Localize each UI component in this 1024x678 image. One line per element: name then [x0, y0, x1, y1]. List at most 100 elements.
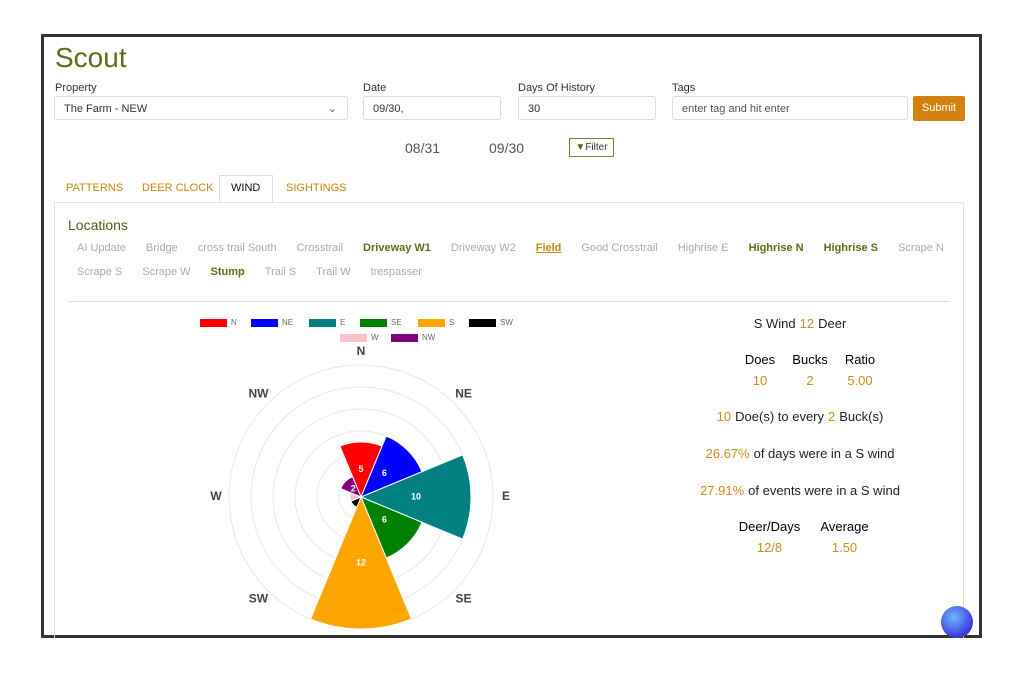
location[interactable]: Bridge: [145, 242, 178, 254]
legend-swatch: [418, 319, 445, 327]
value: 12/8: [756, 540, 783, 555]
location[interactable]: Highrise N: [748, 242, 804, 254]
days-input[interactable]: 30: [518, 96, 656, 120]
stat-summary: S Wind 12 Deer: [650, 316, 950, 331]
assistant-icon[interactable]: [941, 606, 973, 638]
wind: S Wind: [753, 316, 796, 331]
bucks: 2: [828, 409, 836, 424]
location[interactable]: Scrape W: [142, 266, 191, 278]
location[interactable]: Scrape S: [77, 266, 123, 278]
legend-label: SW: [500, 318, 513, 327]
data-label: 2: [351, 484, 356, 494]
percent: 27.91%: [700, 483, 745, 498]
frame: [41, 34, 982, 638]
direction-label: SW: [249, 592, 269, 606]
stat-deer-days: Deer/Days Average 12/8 1.50: [732, 519, 882, 555]
legend-label: NE: [282, 318, 293, 327]
direction-label: S: [357, 634, 365, 635]
location[interactable]: Driveway W1: [363, 242, 431, 254]
days-label: Days Of History: [518, 82, 596, 94]
direction-label: E: [502, 489, 510, 503]
tab[interactable]: DEER CLOCK: [142, 182, 214, 194]
legend-swatch: [391, 334, 418, 342]
header: Does: [744, 352, 776, 367]
location[interactable]: Highrise E: [677, 242, 729, 254]
data-label: 12: [356, 557, 366, 567]
tags-label: Tags: [672, 82, 696, 94]
stat-table: Does Bucks Ratio 10 2 5.00: [735, 352, 885, 388]
location[interactable]: Trail W: [316, 266, 351, 278]
header: Bucks: [792, 352, 828, 367]
stat-events: 27.91% of events were in a S wind: [650, 483, 950, 498]
location[interactable]: Stump: [210, 266, 245, 278]
direction-label: NE: [455, 387, 472, 401]
text: Buck(s): [839, 409, 884, 424]
wedge: [309, 495, 413, 630]
property-label: Property: [55, 82, 97, 94]
date-value: 09/30,: [373, 103, 404, 115]
text: of events were in a S wind: [748, 483, 900, 498]
separator: [68, 301, 950, 302]
date-input[interactable]: 09/30,: [363, 96, 501, 120]
location[interactable]: Trail S: [264, 266, 297, 278]
header: Deer/Days: [738, 519, 801, 534]
property-value: The Farm - NEW: [64, 103, 148, 115]
property-select[interactable]: The Farm - NEW ⌄: [54, 96, 348, 120]
count: 12: [799, 316, 815, 331]
location[interactable]: trespasser: [370, 266, 422, 278]
direction-label: W: [210, 489, 222, 503]
location-list: AI Update Bridge cross trail South Crosstra…: [68, 242, 967, 278]
range-end: 09/30: [489, 140, 525, 156]
data-label: 10: [411, 491, 421, 501]
text: Doe(s) to every: [735, 409, 825, 424]
filter-button[interactable]: ▼Filter: [569, 138, 614, 157]
chart: N NE E SE S SW W NW 5 6 10 6 12 2 N NE E SE S SW W NW: [200, 318, 513, 635]
location[interactable]: Field: [535, 242, 562, 254]
range-start: 08/31: [405, 140, 441, 156]
tab[interactable]: WIND: [231, 182, 261, 194]
legend-label: N: [231, 318, 237, 327]
filter-icon: ▼: [575, 142, 586, 153]
stat-ratio: 10 Doe(s) to every 2 Buck(s): [650, 409, 950, 424]
direction-label: SE: [456, 592, 472, 606]
wedge: [340, 476, 362, 498]
legend-swatch: [469, 319, 496, 327]
legend-label: NW: [422, 333, 436, 342]
legend-label: S: [449, 318, 454, 327]
legend-swatch: [200, 319, 227, 327]
location[interactable]: cross trail South: [197, 242, 277, 254]
value: 5.00: [847, 373, 873, 388]
legend-swatch: [309, 319, 336, 327]
tags-input[interactable]: enter tag and hit enter: [672, 96, 908, 120]
location[interactable]: AI Update: [77, 242, 126, 254]
location[interactable]: Scrape N: [897, 242, 944, 254]
wedge: [359, 454, 472, 540]
location[interactable]: Driveway W2: [450, 242, 516, 254]
stat-days: 26.67% of days were in a S wind: [650, 446, 950, 461]
dropdown-arrow: ⌄: [327, 103, 337, 115]
tab[interactable]: PATTERNS: [66, 182, 124, 194]
panel: [54, 202, 964, 638]
active-tab-border: [219, 175, 273, 203]
header: Ratio: [844, 352, 876, 367]
header: Average: [820, 519, 869, 534]
submit-button[interactable]: Submit: [913, 96, 965, 121]
legend-swatch: [360, 319, 387, 327]
data-label: 6: [382, 468, 387, 478]
tags-placeholder: enter tag and hit enter: [682, 103, 790, 115]
percent: 26.67%: [705, 446, 750, 461]
value: 10: [752, 373, 768, 388]
tab[interactable]: SIGHTINGS: [286, 182, 347, 194]
legend-label: W: [371, 333, 379, 342]
location[interactable]: Crosstrail: [296, 242, 344, 254]
locations-title: Locations: [68, 217, 128, 233]
unit: Deer: [818, 316, 847, 331]
text: of days were in a S wind: [753, 446, 895, 461]
data-label: 5: [358, 464, 363, 474]
date-label: Date: [363, 82, 387, 94]
days-value: 30: [528, 103, 541, 115]
location[interactable]: Highrise S: [823, 242, 878, 254]
direction-label: NW: [248, 387, 269, 401]
location[interactable]: Good Crosstrail: [581, 242, 658, 254]
